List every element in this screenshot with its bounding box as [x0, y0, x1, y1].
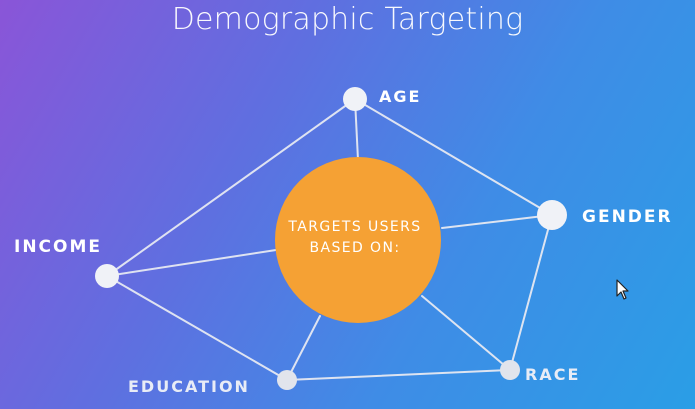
node-gender [537, 200, 567, 230]
center-label-line-2: BASED ON: [309, 240, 401, 256]
node-label-education: EDUCATION [128, 377, 250, 396]
center-label: TARGETS USERS BASED ON: [262, 217, 448, 259]
edge-race-education [286, 369, 511, 381]
node-income [95, 264, 119, 288]
spoke-education [286, 315, 321, 381]
center-label-line-1: TARGETS USERS [288, 219, 422, 235]
edge-education-income [106, 275, 288, 381]
node-age [343, 87, 367, 111]
node-label-gender: GENDER [582, 207, 673, 227]
node-education [277, 370, 297, 390]
spoke-income [106, 249, 277, 277]
edge-age-gender [354, 98, 553, 216]
mouse-pointer-icon [616, 279, 629, 300]
node-race [500, 360, 520, 380]
edge-income-age [106, 98, 356, 277]
node-label-age: AGE [379, 87, 422, 106]
center-circle [275, 157, 441, 323]
slide-title: Demographic Targeting [171, 2, 524, 37]
edge-gender-race [509, 214, 553, 371]
node-label-race: RACE [525, 365, 581, 384]
spoke-gender [441, 214, 553, 229]
node-label-income: INCOME [14, 237, 103, 257]
spoke-race [421, 295, 511, 371]
